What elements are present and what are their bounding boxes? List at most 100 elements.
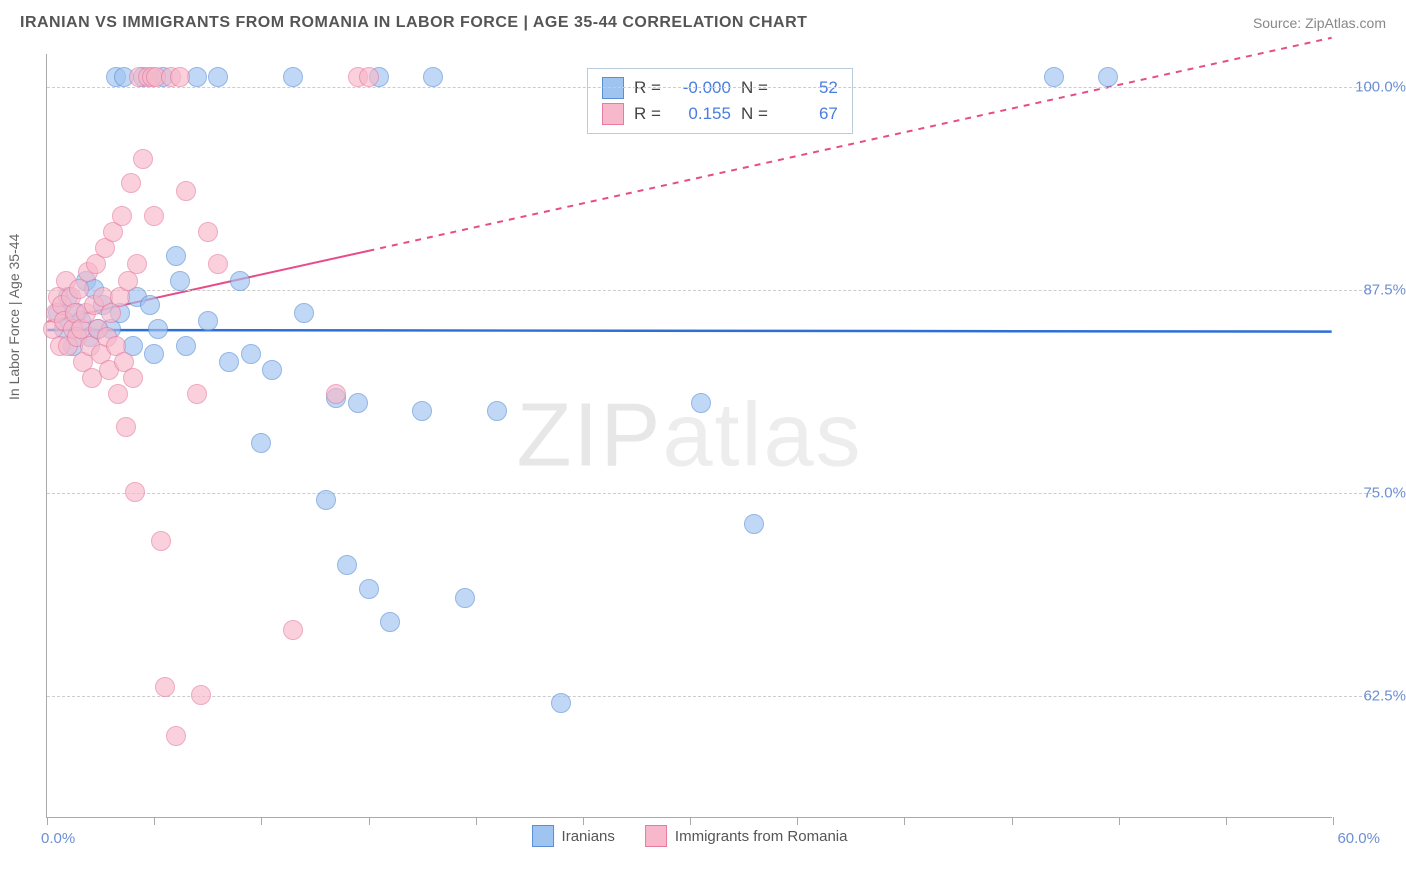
data-point [744,514,764,534]
data-point [230,271,250,291]
chart-title: IRANIAN VS IMMIGRANTS FROM ROMANIA IN LA… [20,14,807,32]
gridline [47,290,1372,291]
data-point [121,173,141,193]
trend-lines-layer [47,54,1332,817]
r-value-0: -0.000 [671,78,731,98]
data-point [140,295,160,315]
data-point [127,254,147,274]
x-tick [261,817,262,825]
y-tick-label: 75.0% [1340,484,1406,501]
data-point [359,67,379,87]
data-point [380,612,400,632]
watermark-bold: ZIP [516,385,662,485]
scatter-plot: ZIPatlas R = -0.000 N = 52 R = 0.155 N =… [46,54,1332,818]
legend-swatch-series-1 [645,825,667,847]
source-label: Source: ZipAtlas.com [1253,15,1386,31]
x-tick [690,817,691,825]
n-value-0: 52 [778,78,838,98]
data-point [151,531,171,551]
data-point [198,222,218,242]
r-label: R = [634,78,661,98]
data-point [423,67,443,87]
data-point [176,181,196,201]
data-point [326,384,346,404]
data-point [359,579,379,599]
data-point [170,271,190,291]
n-label: N = [741,104,768,124]
n-value-1: 67 [778,104,838,124]
data-point [241,344,261,364]
y-tick-label: 87.5% [1340,281,1406,298]
data-point [108,384,128,404]
data-point [487,401,507,421]
data-point [691,393,711,413]
x-tick [583,817,584,825]
x-tick [1333,817,1334,825]
data-point [133,149,153,169]
x-axis-max-label: 60.0% [1337,830,1380,847]
legend-label-1: Immigrants from Romania [675,828,848,845]
n-label: N = [741,78,768,98]
legend-label-0: Iranians [562,828,615,845]
x-tick [797,817,798,825]
data-point [337,555,357,575]
legend-item: Iranians [532,825,615,847]
series-legend: Iranians Immigrants from Romania [532,825,848,847]
data-point [1044,67,1064,87]
data-point [187,384,207,404]
legend-swatch-series-0 [602,77,624,99]
legend-row: R = 0.155 N = 67 [602,101,838,127]
x-tick [47,817,48,825]
data-point [144,206,164,226]
x-tick [369,817,370,825]
correlation-legend: R = -0.000 N = 52 R = 0.155 N = 67 [587,68,853,134]
data-point [148,319,168,339]
gridline [47,87,1372,88]
data-point [251,433,271,453]
data-point [170,67,190,87]
y-axis-label: In Labor Force | Age 35-44 [6,234,22,400]
data-point [283,67,303,87]
data-point [191,685,211,705]
data-point [112,206,132,226]
legend-swatch-series-1 [602,103,624,125]
data-point [116,417,136,437]
data-point [283,620,303,640]
x-axis-min-label: 0.0% [41,830,75,847]
x-tick [1012,817,1013,825]
x-tick [904,817,905,825]
data-point [262,360,282,380]
data-point [1098,67,1118,87]
legend-item: Immigrants from Romania [645,825,848,847]
data-point [208,67,228,87]
legend-swatch-series-0 [532,825,554,847]
x-tick [1119,817,1120,825]
r-label: R = [634,104,661,124]
data-point [455,588,475,608]
gridline [47,696,1372,697]
r-value-1: 0.155 [671,104,731,124]
data-point [166,246,186,266]
data-point [348,393,368,413]
data-point [166,726,186,746]
data-point [219,352,239,372]
data-point [198,311,218,331]
data-point [176,336,196,356]
x-tick [154,817,155,825]
data-point [316,490,336,510]
data-point [123,368,143,388]
data-point [412,401,432,421]
x-tick [1226,817,1227,825]
watermark: ZIPatlas [516,384,862,487]
y-tick-label: 100.0% [1340,78,1406,95]
gridline [47,493,1372,494]
data-point [294,303,314,323]
data-point [208,254,228,274]
data-point [187,67,207,87]
y-tick-label: 62.5% [1340,688,1406,705]
legend-row: R = -0.000 N = 52 [602,75,838,101]
data-point [125,482,145,502]
data-point [551,693,571,713]
data-point [155,677,175,697]
title-bar: IRANIAN VS IMMIGRANTS FROM ROMANIA IN LA… [20,14,1386,32]
